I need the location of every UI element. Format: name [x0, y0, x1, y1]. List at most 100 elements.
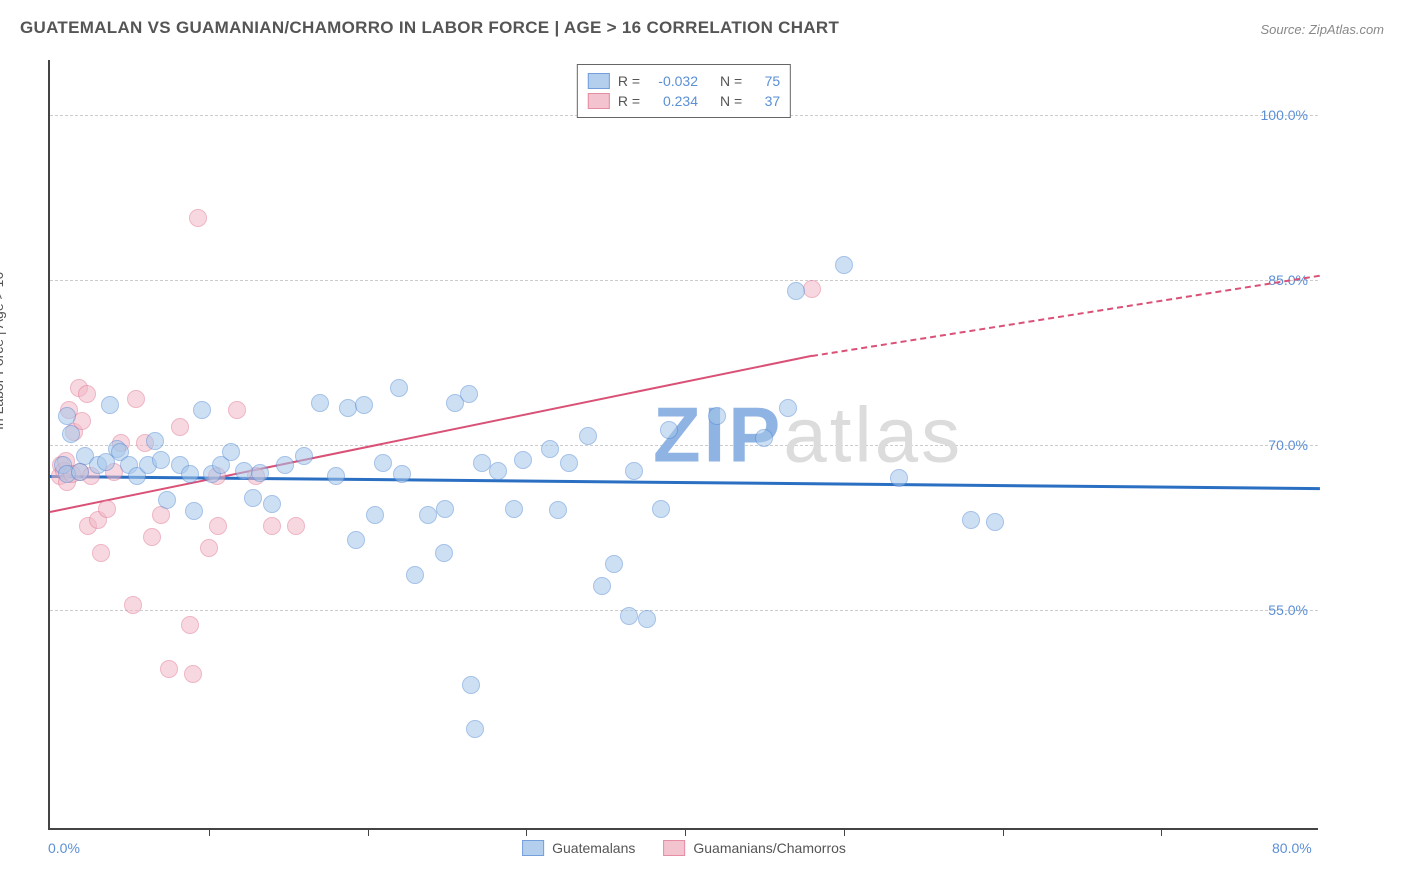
- data-point: [124, 596, 142, 614]
- data-point: [835, 256, 853, 274]
- x-tick-label: 0.0%: [48, 840, 80, 856]
- x-tick-mark: [209, 828, 210, 836]
- data-point: [263, 495, 281, 513]
- data-point: [200, 539, 218, 557]
- x-tick-mark: [685, 828, 686, 836]
- data-point: [98, 500, 116, 518]
- data-point: [366, 506, 384, 524]
- y-tick-label: 70.0%: [1268, 437, 1308, 453]
- legend-series-label: Guatemalans: [552, 840, 635, 856]
- legend-item: Guamanians/Chamorros: [663, 840, 846, 856]
- data-point: [605, 555, 623, 573]
- data-point: [244, 489, 262, 507]
- data-point: [295, 447, 313, 465]
- y-axis-label: In Labor Force | Age > 16: [0, 272, 6, 430]
- data-point: [436, 500, 454, 518]
- data-point: [962, 511, 980, 529]
- data-point: [390, 379, 408, 397]
- data-point: [374, 454, 392, 472]
- legend-r-value: -0.032: [648, 73, 698, 89]
- chart-title: GUATEMALAN VS GUAMANIAN/CHAMORRO IN LABO…: [20, 18, 839, 38]
- x-tick-mark: [844, 828, 845, 836]
- data-point: [708, 407, 726, 425]
- data-point: [579, 427, 597, 445]
- gridline: [50, 445, 1318, 446]
- trend-line: [50, 355, 812, 513]
- data-point: [549, 501, 567, 519]
- data-point: [638, 610, 656, 628]
- scatter-plot: ZIPatlas R =-0.032N =75R =0.234N =37 Gua…: [48, 60, 1318, 830]
- x-tick-mark: [1161, 828, 1162, 836]
- data-point: [146, 432, 164, 450]
- data-point: [620, 607, 638, 625]
- legend-n-value: 37: [750, 93, 780, 109]
- data-point: [505, 500, 523, 518]
- data-point: [462, 676, 480, 694]
- data-point: [787, 282, 805, 300]
- legend-n-label: N =: [720, 93, 742, 109]
- gridline: [50, 610, 1318, 611]
- data-point: [593, 577, 611, 595]
- x-tick-mark: [1003, 828, 1004, 836]
- x-tick-label: 80.0%: [1272, 840, 1312, 856]
- data-point: [419, 506, 437, 524]
- data-point: [986, 513, 1004, 531]
- legend-swatch: [588, 93, 610, 109]
- legend-r-value: 0.234: [648, 93, 698, 109]
- data-point: [58, 407, 76, 425]
- data-point: [355, 396, 373, 414]
- data-point: [209, 517, 227, 535]
- legend-r-label: R =: [618, 73, 640, 89]
- data-point: [779, 399, 797, 417]
- data-point: [460, 385, 478, 403]
- trend-line-dashed: [812, 275, 1320, 357]
- legend-item: Guatemalans: [522, 840, 635, 856]
- data-point: [466, 720, 484, 738]
- legend-swatch: [663, 840, 685, 856]
- data-point: [184, 665, 202, 683]
- data-point: [287, 517, 305, 535]
- data-point: [489, 462, 507, 480]
- legend-row: R = 0.234 N = 37: [588, 91, 780, 111]
- data-point: [541, 440, 559, 458]
- data-point: [193, 401, 211, 419]
- data-point: [652, 500, 670, 518]
- data-point: [803, 280, 821, 298]
- legend-swatch: [588, 73, 610, 89]
- legend-swatch: [522, 840, 544, 856]
- legend-n-label: N =: [720, 73, 742, 89]
- gridline: [50, 280, 1318, 281]
- data-point: [143, 528, 161, 546]
- data-point: [263, 517, 281, 535]
- data-point: [514, 451, 532, 469]
- data-point: [406, 566, 424, 584]
- data-point: [92, 544, 110, 562]
- data-point: [560, 454, 578, 472]
- data-point: [158, 491, 176, 509]
- x-tick-mark: [368, 828, 369, 836]
- data-point: [347, 531, 365, 549]
- data-point: [171, 418, 189, 436]
- data-point: [222, 443, 240, 461]
- data-point: [62, 425, 80, 443]
- source-attribution: Source: ZipAtlas.com: [1260, 22, 1384, 37]
- data-point: [189, 209, 207, 227]
- data-point: [181, 465, 199, 483]
- data-point: [228, 401, 246, 419]
- legend-row: R =-0.032N =75: [588, 71, 780, 91]
- legend-r-label: R =: [618, 93, 640, 109]
- data-point: [890, 469, 908, 487]
- y-tick-label: 100.0%: [1261, 107, 1308, 123]
- correlation-legend: R =-0.032N =75R =0.234N =37: [577, 64, 791, 118]
- data-point: [152, 451, 170, 469]
- data-point: [160, 660, 178, 678]
- legend-series-label: Guamanians/Chamorros: [693, 840, 846, 856]
- series-legend: Guatemalans Guamanians/Chamorros: [522, 840, 846, 856]
- data-point: [755, 429, 773, 447]
- watermark-logo: ZIPatlas: [653, 389, 963, 480]
- y-tick-label: 55.0%: [1268, 602, 1308, 618]
- data-point: [660, 421, 678, 439]
- data-point: [251, 464, 269, 482]
- data-point: [127, 390, 145, 408]
- data-point: [181, 616, 199, 634]
